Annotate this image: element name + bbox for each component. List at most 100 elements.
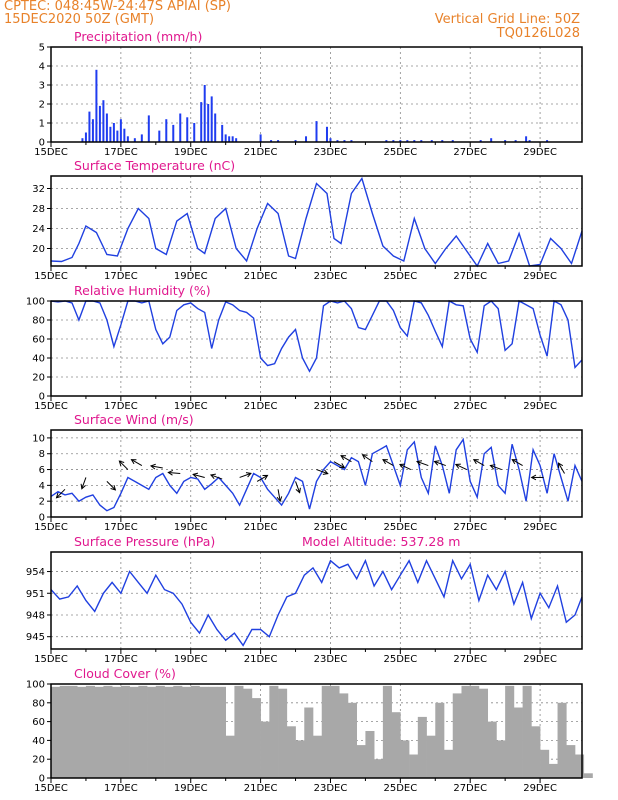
precip-bar (451, 140, 454, 142)
precip-bar (95, 69, 98, 142)
panel-1: 0 1 2 3 4 5 15DEC 17DEC 19DEC 21DEC 23DEC 25DEC 27DE… (34, 29, 583, 158)
wind-arrow-head (209, 473, 216, 480)
wind-arrow-head (262, 474, 269, 480)
wind-arrow-shaft (239, 472, 252, 478)
y-tick-label: 4 (39, 481, 45, 492)
cloud-bar (286, 726, 296, 778)
precip-bar (228, 136, 231, 142)
wind-arrow (382, 459, 394, 467)
cloud-bar (68, 685, 78, 778)
wind-arrow (80, 477, 87, 490)
x-tick-label: 21DEC (244, 271, 278, 282)
cloud-bar (400, 740, 410, 778)
cloud-bar (339, 693, 349, 778)
y-tick-label: 80 (32, 316, 45, 327)
y-tick-label: 28 (32, 204, 45, 215)
y-tick-label: 24 (32, 224, 45, 235)
precip-bar (207, 104, 210, 142)
x-tick-label: 25DEC (383, 522, 417, 533)
panel-4: 0 2 4 6 8 10 15DEC 17DEC 19DEC 21DEC 23DEC 25DEC 27D… (32, 412, 583, 533)
y-tick-label: 60 (32, 335, 45, 346)
cloud-bar (426, 735, 436, 778)
y-tick-label: 100 (26, 297, 45, 308)
precip-bar (259, 134, 262, 142)
x-tick-label: 27DEC (453, 522, 487, 533)
wind-arrow-head (454, 463, 461, 469)
x-tick-label: 27DEC (453, 654, 487, 665)
wind-arrow-head (339, 463, 346, 469)
wind-arrow-shaft (416, 461, 429, 467)
wind-arrow (399, 463, 412, 470)
cloud-bar (225, 735, 235, 778)
cloud-bar (269, 685, 279, 778)
wind-arrow (167, 469, 181, 476)
cloud-bar (478, 688, 489, 778)
precip-bar (235, 138, 238, 142)
precip-bar (413, 140, 416, 142)
wind-arrow-head (511, 459, 518, 465)
precip-bar (399, 140, 402, 142)
wind-arrow-head (361, 454, 368, 460)
precip-bar (147, 115, 150, 142)
cloud-bar (531, 726, 541, 778)
precip-bar (109, 126, 112, 142)
precip-bar (270, 140, 273, 142)
x-tick-label: 15DEC (34, 271, 68, 282)
wind-arrow-head (433, 460, 440, 466)
y-tick-label: 5 (39, 43, 45, 54)
panel-title: Surface Pressure (hPa) (74, 534, 215, 549)
series-line (50, 558, 583, 647)
cloud-bar (347, 702, 358, 778)
precip-bar (305, 136, 308, 142)
x-tick-label: 27DEC (453, 271, 487, 282)
panel-3: 0 20 40 60 80 100 15DEC 17DEC 19DEC 21DEC 23DEC 25D… (26, 283, 583, 412)
wind-arrow (361, 454, 373, 463)
cloud-bar (173, 685, 183, 778)
cloud-bar (85, 685, 95, 778)
precip-bar (224, 134, 227, 142)
wind-arrow-head (530, 474, 537, 481)
precip-bar (112, 123, 115, 142)
x-tick-label: 25DEC (383, 271, 417, 282)
cloud-bar (77, 686, 87, 778)
x-tick-label: 23DEC (314, 271, 348, 282)
header-grid-info: Vertical Grid Line: 50Z (434, 12, 580, 27)
cloud-bar (330, 685, 340, 778)
wind-arrow-head (558, 462, 564, 469)
cloud-bar (583, 773, 593, 778)
x-tick-label: 25DEC (383, 147, 417, 158)
wind-arrow (209, 473, 223, 480)
wind-arrow-head (192, 472, 199, 479)
cloud-bar (59, 685, 69, 778)
wind-arrow (472, 459, 485, 467)
x-tick-label: 15DEC (34, 654, 68, 665)
panel-title: Surface Temperature (nC) (74, 158, 235, 173)
wind-arrow-head (489, 464, 496, 470)
x-tick-label: 17DEC (104, 401, 138, 412)
x-tick-label: 29DEC (523, 654, 557, 665)
y-tick-label: 948 (26, 610, 45, 621)
cloud-bar (278, 688, 288, 778)
wind-arrow-shaft (434, 461, 446, 467)
y-tick-label: 0 (39, 392, 45, 403)
cloud-bar (505, 685, 515, 778)
panel-title: Relative Humidity (%) (74, 283, 211, 298)
series-line (50, 299, 583, 373)
wind-arrow-shaft (511, 459, 523, 467)
wind-arrow (130, 459, 143, 467)
precip-bar (91, 119, 94, 142)
wind-arrow-head (340, 455, 347, 461)
panel-5: 945 948 951 954 15DEC 17DEC 19DEC 21DEC 23DEC 25D… (26, 534, 583, 665)
y-tick-label: 40 (32, 736, 45, 747)
cloud-bar (234, 685, 244, 778)
precip-bar (430, 140, 433, 142)
panel-2: 20 24 28 32 15DEC 17DEC 19DEC 21DEC 23DEC 25DEC 27… (32, 158, 583, 282)
wind-arrow-shaft (382, 459, 394, 467)
cloud-bar (103, 685, 113, 778)
wind-arrow-shaft (333, 461, 345, 469)
wind-arrow (118, 460, 129, 470)
x-tick-label: 19DEC (174, 654, 208, 665)
precip-bar (514, 140, 517, 142)
header-model: TQ0126L028 (496, 26, 580, 41)
wind-arrow (530, 474, 544, 481)
